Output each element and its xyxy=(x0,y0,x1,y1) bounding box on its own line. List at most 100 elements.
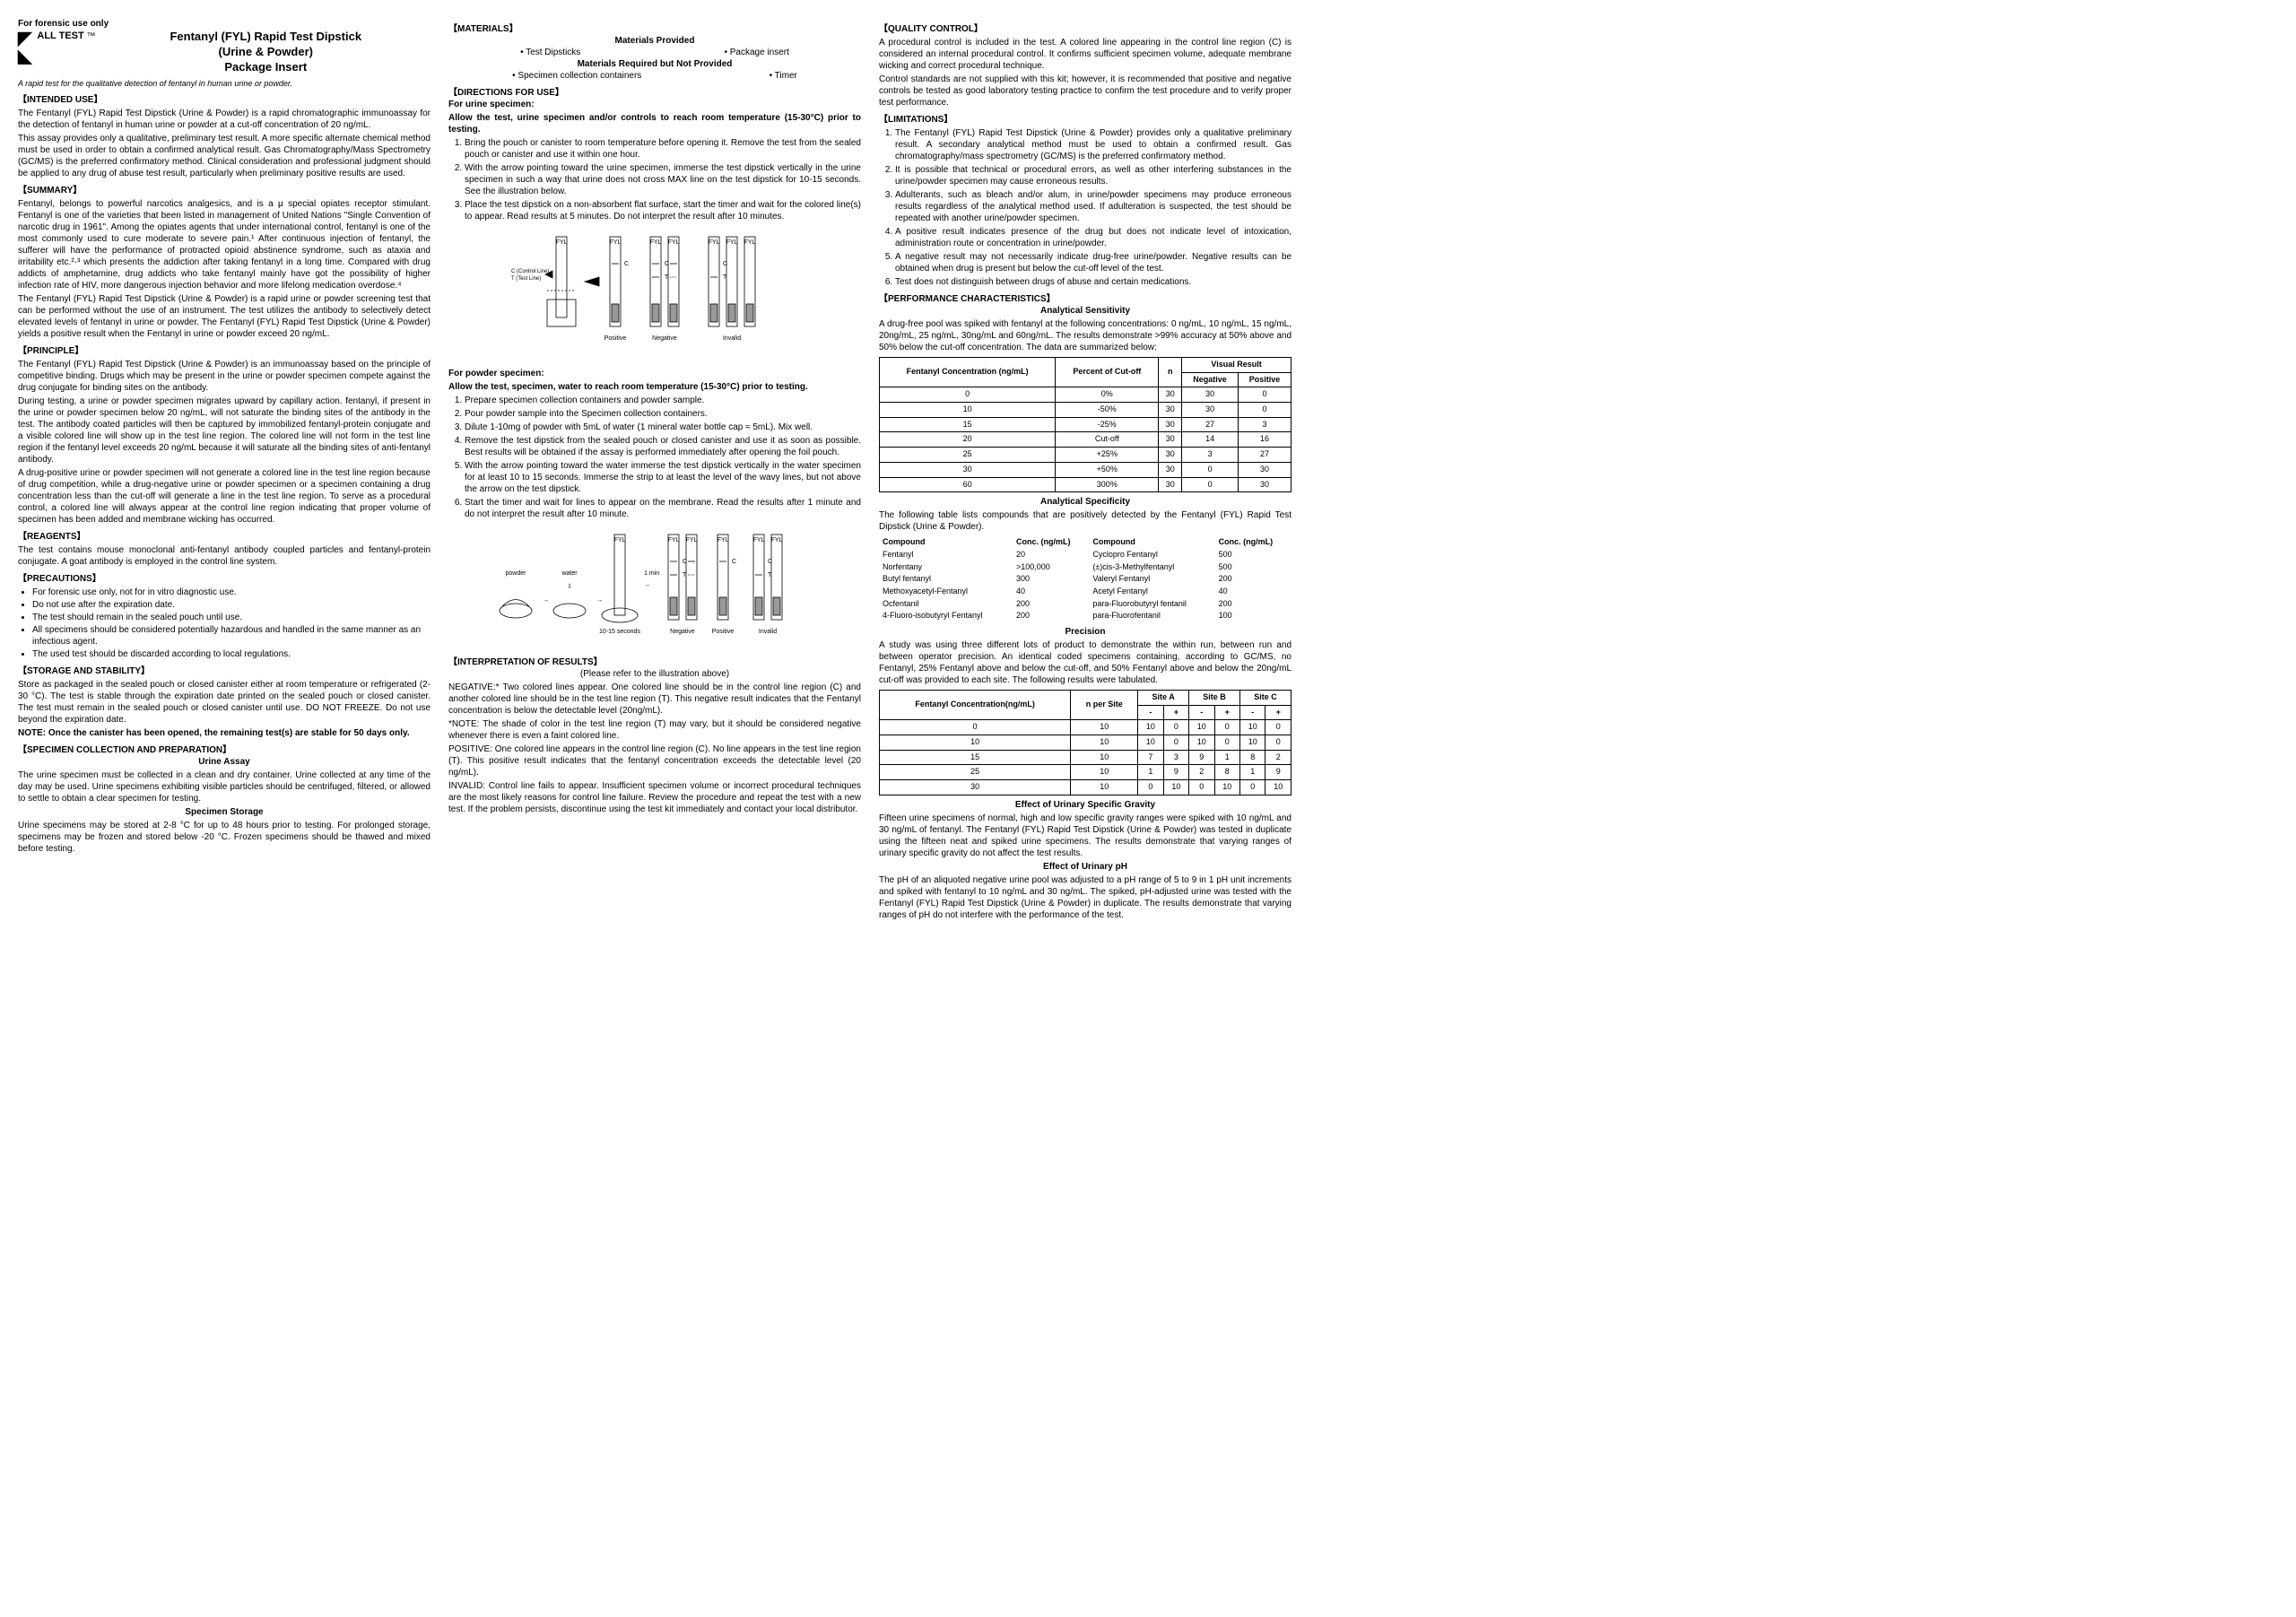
qc-p1: A procedural control is included in the … xyxy=(879,37,1292,72)
storage-h: 【STORAGE AND STABILITY】 xyxy=(18,665,430,677)
urine-assay-h: Urine Assay xyxy=(18,756,430,768)
gravity-p: Fifteen urine specimens of normal, high … xyxy=(879,813,1292,859)
interp-h: 【INTERPRETATION OF RESULTS】 xyxy=(448,656,861,668)
gravity-h: Effect of Urinary Specific Gravity xyxy=(879,799,1292,811)
powder-spec-h: For powder specimen: xyxy=(448,368,861,379)
urine-assay-p: The urine specimen must be collected in … xyxy=(18,769,430,804)
svg-text:FYL: FYL xyxy=(686,537,698,543)
mat-prov2: • Package insert xyxy=(724,47,788,58)
column-1: For forensic use only ◤◣ ALL TEST ™ Fent… xyxy=(18,18,430,923)
urine-step: With the arrow pointing toward the urine… xyxy=(465,162,861,197)
interp-neg: NEGATIVE:* Two colored lines appear. One… xyxy=(448,682,861,717)
logo-icon: ◤◣ xyxy=(18,30,31,65)
interp-inv: INVALID: Control line fails to appear. I… xyxy=(448,780,861,815)
svg-text:1 min: 1 min xyxy=(644,570,659,577)
diagram-powder: powder → water ⇩ → FYL 10-15 seconds 1 m… xyxy=(448,526,861,651)
svg-text:FYL: FYL xyxy=(614,537,626,543)
svg-text:Negative: Negative xyxy=(652,335,677,342)
brand-header: ◤◣ ALL TEST ™ Fentanyl (FYL) Rapid Test … xyxy=(18,30,430,75)
storage-note: NOTE: Once the canister has been opened,… xyxy=(18,727,430,739)
svg-text:FYL: FYL xyxy=(771,537,783,543)
svg-text:Negative: Negative xyxy=(670,629,695,635)
precautions-list: For forensic use only, not for in vitro … xyxy=(32,587,430,660)
specstor-h: Specimen Storage xyxy=(18,806,430,818)
svg-text:→: → xyxy=(596,597,603,604)
qc-h: 【QUALITY CONTROL】 xyxy=(879,23,1292,35)
svg-text:C: C xyxy=(723,261,727,267)
storage-p: Store as packaged in the sealed pouch or… xyxy=(18,679,430,726)
powder-step: With the arrow pointing toward the water… xyxy=(465,460,861,495)
mat-req2: • Timer xyxy=(770,70,797,82)
ph-h: Effect of Urinary pH xyxy=(879,861,1292,873)
limits-list: The Fentanyl (FYL) Rapid Test Dipstick (… xyxy=(895,127,1292,288)
materials-req-h: Materials Required but Not Provided xyxy=(448,58,861,70)
precaution-item: For forensic use only, not for in vitro … xyxy=(32,587,430,598)
urine-intro: Allow the test, urine specimen and/or co… xyxy=(448,112,861,135)
forensic-note: For forensic use only xyxy=(18,18,430,30)
svg-text:Invalid: Invalid xyxy=(759,629,777,635)
urine-steps: Bring the pouch or canister to room temp… xyxy=(465,137,861,222)
brand-name: ALL TEST xyxy=(37,30,83,41)
principle-p3: A drug-positive urine or powder specimen… xyxy=(18,467,430,526)
precision-p: A study was using three different lots o… xyxy=(879,639,1292,686)
powder-step: Start the timer and wait for lines to ap… xyxy=(465,497,861,520)
limit-item: A positive result indicates presence of … xyxy=(895,226,1292,249)
product-title-1: Fentanyl (FYL) Rapid Test Dipstick xyxy=(101,30,430,45)
summary-h: 【SUMMARY】 xyxy=(18,185,430,196)
limit-item: Adulterants, such as bleach and/or alum,… xyxy=(895,189,1292,224)
summary-p1: Fentanyl, belongs to powerful narcotics … xyxy=(18,198,430,291)
materials-h: 【MATERIALS】 xyxy=(448,23,861,35)
svg-text:water: water xyxy=(561,570,578,577)
directions-h: 【DIRECTIONS FOR USE】 xyxy=(448,87,861,99)
precision-h: Precision xyxy=(879,626,1292,638)
svg-text:FYL: FYL xyxy=(668,537,680,543)
svg-text:FYL: FYL xyxy=(709,239,720,246)
urine-spec-h: For urine specimen: xyxy=(448,99,861,110)
reagents-h: 【REAGENTS】 xyxy=(18,531,430,543)
precaution-item: All specimens should be considered poten… xyxy=(32,624,430,648)
powder-step: Remove the test dipstick from the sealed… xyxy=(465,435,861,458)
intended-use-h: 【INTENDED USE】 xyxy=(18,94,430,106)
powder-step: Dilute 1-10mg of powder with 5mL of wate… xyxy=(465,422,861,433)
anal-sens-h: Analytical Sensitivity xyxy=(879,305,1292,317)
svg-text:⇩: ⇩ xyxy=(567,583,572,590)
precaution-item: The test should remain in the sealed pou… xyxy=(32,612,430,623)
powder-steps: Prepare specimen collection containers a… xyxy=(465,395,861,520)
limit-item: Test does not distinguish between drugs … xyxy=(895,276,1292,288)
specificity-table: Compound Conc. (ng/mL) Compound Conc. (n… xyxy=(879,536,1292,622)
svg-text:→: → xyxy=(644,582,650,588)
svg-text:FYL: FYL xyxy=(753,537,765,543)
reagents-p: The test contains mouse monoclonal anti-… xyxy=(18,544,430,568)
svg-text:Positive: Positive xyxy=(604,335,627,342)
urine-step: Place the test dipstick on a non-absorbe… xyxy=(465,199,861,222)
precautions-h: 【PRECAUTIONS】 xyxy=(18,573,430,585)
svg-text:FYL: FYL xyxy=(668,239,680,246)
svg-text:FYL: FYL xyxy=(610,239,622,246)
limits-h: 【LIMITATIONS】 xyxy=(879,114,1292,126)
product-title-2: (Urine & Powder) xyxy=(101,45,430,60)
urine-step: Bring the pouch or canister to room temp… xyxy=(465,137,861,161)
mat-req1: • Specimen collection containers xyxy=(512,70,641,82)
svg-text:Positive: Positive xyxy=(712,629,735,635)
precaution-item: Do not use after the expiration date. xyxy=(32,599,430,611)
sensitivity-table: Fentanyl Concentration (ng/mL) Percent o… xyxy=(879,357,1292,492)
svg-text:powder: powder xyxy=(506,570,527,577)
summary-p2: The Fentanyl (FYL) Rapid Test Dipstick (… xyxy=(18,293,430,340)
product-title-3: Package Insert xyxy=(101,60,430,75)
svg-text:Invalid: Invalid xyxy=(723,335,741,342)
ph-p: The pH of an aliquoted negative urine po… xyxy=(879,874,1292,921)
svg-text:→: → xyxy=(543,597,549,604)
anal-spec-p: The following table lists compounds that… xyxy=(879,509,1292,533)
svg-text:C: C xyxy=(624,261,629,267)
package-insert-doc: For forensic use only ◤◣ ALL TEST ™ Fent… xyxy=(18,18,1292,923)
diagram-urine: FYL C (Control Line) T (Test Line) FYL C… xyxy=(448,228,861,362)
precaution-item: The used test should be discarded accord… xyxy=(32,648,430,660)
intended-use-p1: The Fentanyl (FYL) Rapid Test Dipstick (… xyxy=(18,108,430,131)
speccoll-h: 【SPECIMEN COLLECTION AND PREPARATION】 xyxy=(18,744,430,756)
column-3: 【QUALITY CONTROL】 A procedural control i… xyxy=(879,18,1292,923)
anal-sens-p: A drug-free pool was spiked with fentany… xyxy=(879,318,1292,353)
interp-note: *NOTE: The shade of color in the test li… xyxy=(448,718,861,742)
principle-h: 【PRINCIPLE】 xyxy=(18,345,430,357)
svg-text:T (Test Line): T (Test Line) xyxy=(511,276,541,282)
intended-use-p2: This assay provides only a qualitative, … xyxy=(18,133,430,179)
